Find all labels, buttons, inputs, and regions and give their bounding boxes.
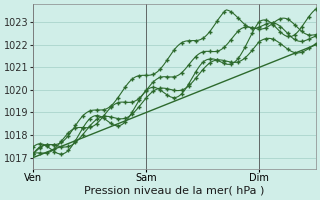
- X-axis label: Pression niveau de la mer( hPa ): Pression niveau de la mer( hPa ): [84, 186, 265, 196]
